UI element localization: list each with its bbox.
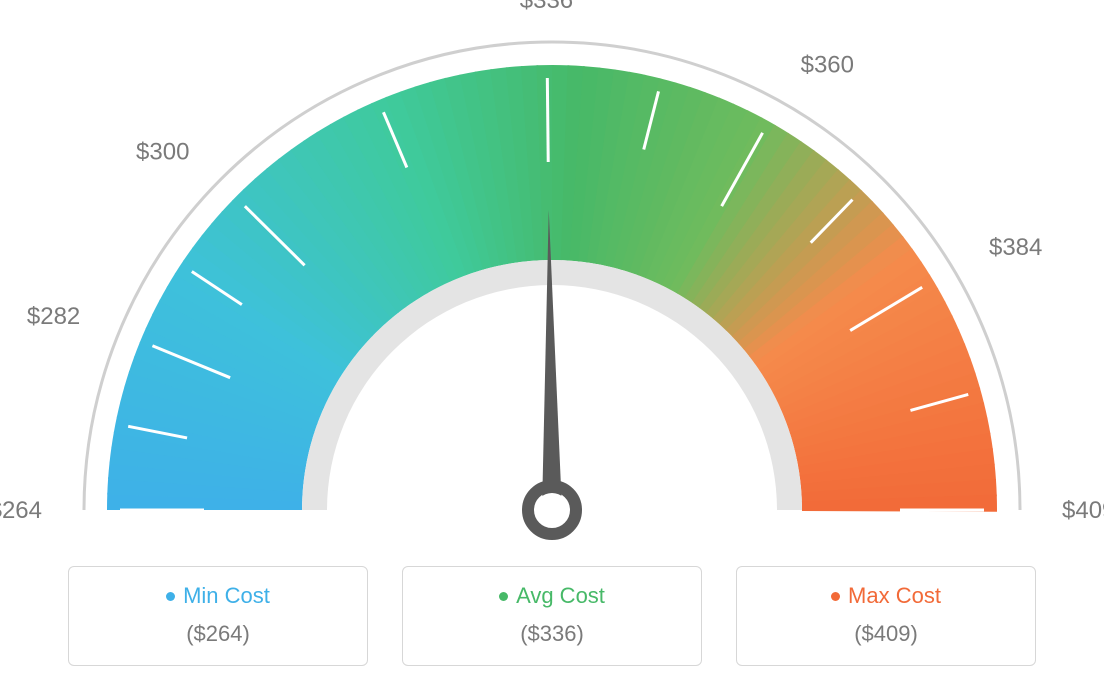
legend-card-min: Min Cost ($264): [68, 566, 368, 666]
cost-gauge: $264 $282 $300 $336 $360 $384 $409: [0, 0, 1104, 570]
legend-title-max: Max Cost: [831, 583, 941, 609]
legend-label-min: Min Cost: [183, 583, 270, 609]
legend-row: Min Cost ($264) Avg Cost ($336) Max Cost…: [0, 566, 1104, 666]
svg-text:$264: $264: [0, 497, 42, 524]
legend-dot-min: [166, 592, 175, 601]
legend-title-min: Min Cost: [166, 583, 270, 609]
svg-text:$384: $384: [989, 234, 1042, 261]
legend-value-max: ($409): [737, 621, 1035, 647]
legend-title-avg: Avg Cost: [499, 583, 605, 609]
legend-value-avg: ($336): [403, 621, 701, 647]
legend-value-min: ($264): [69, 621, 367, 647]
legend-dot-avg: [499, 592, 508, 601]
svg-text:$336: $336: [520, 0, 573, 14]
legend-label-max: Max Cost: [848, 583, 941, 609]
legend-card-max: Max Cost ($409): [736, 566, 1036, 666]
legend-label-avg: Avg Cost: [516, 583, 605, 609]
svg-text:$360: $360: [801, 52, 854, 79]
svg-text:$300: $300: [136, 138, 189, 165]
legend-dot-max: [831, 592, 840, 601]
gauge-svg: $264 $282 $300 $336 $360 $384 $409: [0, 0, 1104, 570]
svg-text:$282: $282: [27, 303, 80, 330]
svg-text:$409: $409: [1062, 497, 1104, 524]
legend-card-avg: Avg Cost ($336): [402, 566, 702, 666]
